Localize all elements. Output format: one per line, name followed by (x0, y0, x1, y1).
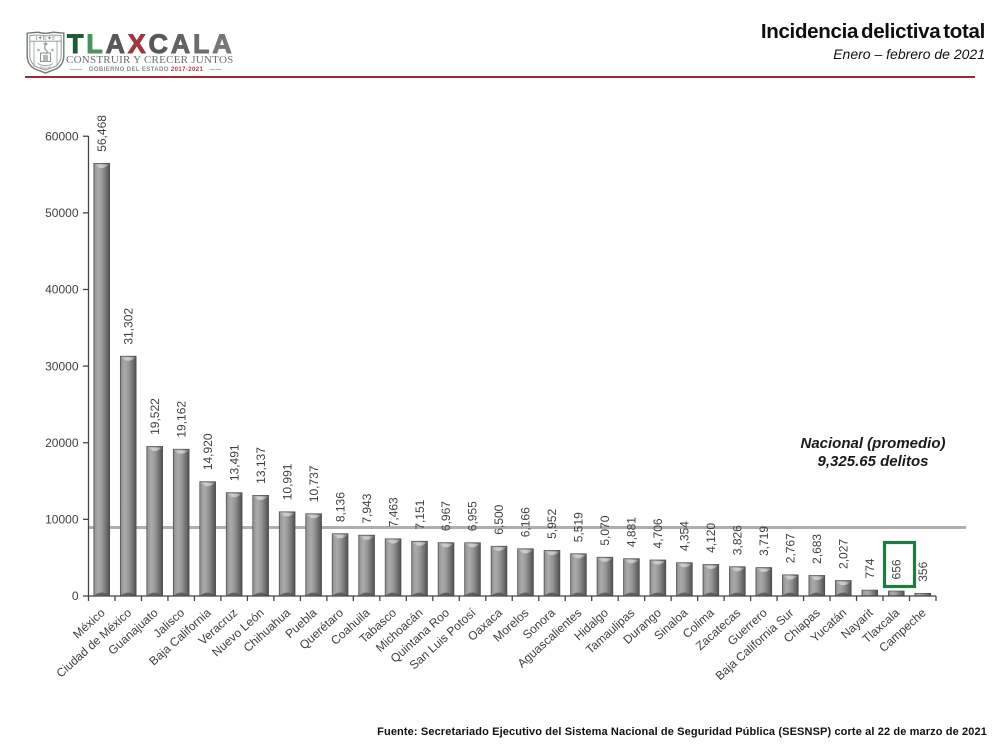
svg-text:10,991: 10,991 (280, 463, 294, 500)
svg-text:13,491: 13,491 (227, 444, 241, 481)
svg-text:Nacional (promedio): Nacional (promedio) (800, 435, 945, 452)
svg-text:2,683: 2,683 (810, 534, 824, 564)
svg-text:13,137: 13,137 (254, 447, 268, 484)
svg-text:6,166: 6,166 (519, 507, 533, 537)
svg-text:I✦K✦F: I✦K✦F (35, 35, 55, 42)
svg-text:40000: 40000 (45, 283, 79, 297)
svg-text:6,967: 6,967 (439, 501, 453, 531)
svg-text:356: 356 (916, 561, 930, 581)
svg-text:6,500: 6,500 (492, 504, 506, 534)
svg-text:10000: 10000 (45, 513, 79, 527)
svg-text:4,120: 4,120 (704, 523, 718, 553)
svg-text:2,027: 2,027 (837, 539, 851, 569)
svg-text:60000: 60000 (45, 129, 79, 143)
svg-text:50000: 50000 (45, 206, 79, 220)
svg-text:4,354: 4,354 (678, 521, 692, 551)
svg-text:7,463: 7,463 (386, 497, 400, 527)
svg-text:56,468: 56,468 (95, 115, 109, 152)
svg-text:9,325.65 delitos: 9,325.65 delitos (818, 453, 929, 470)
svg-text:7,151: 7,151 (413, 499, 427, 529)
svg-text:19,522: 19,522 (148, 398, 162, 435)
svg-text:5,952: 5,952 (545, 509, 559, 539)
svg-text:6,955: 6,955 (466, 501, 480, 531)
svg-text:31,302: 31,302 (121, 308, 135, 345)
svg-text:4,881: 4,881 (625, 517, 639, 547)
svg-text:19,162: 19,162 (174, 401, 188, 438)
svg-text:5,070: 5,070 (598, 515, 612, 545)
svg-text:4,706: 4,706 (651, 518, 665, 548)
svg-text:14,920: 14,920 (201, 433, 215, 470)
svg-text:656: 656 (889, 559, 903, 579)
svg-text:0: 0 (72, 589, 79, 603)
svg-text:8,136: 8,136 (333, 492, 347, 522)
svg-text:7,943: 7,943 (360, 493, 374, 523)
svg-text:20000: 20000 (45, 436, 79, 450)
svg-text:3,826: 3,826 (731, 525, 745, 555)
svg-text:2,767: 2,767 (784, 533, 798, 563)
svg-text:30000: 30000 (45, 359, 79, 373)
svg-text:10,737: 10,737 (307, 465, 321, 502)
svg-text:774: 774 (863, 558, 877, 578)
svg-text:5,519: 5,519 (572, 512, 586, 542)
svg-text:3,719: 3,719 (757, 526, 771, 556)
